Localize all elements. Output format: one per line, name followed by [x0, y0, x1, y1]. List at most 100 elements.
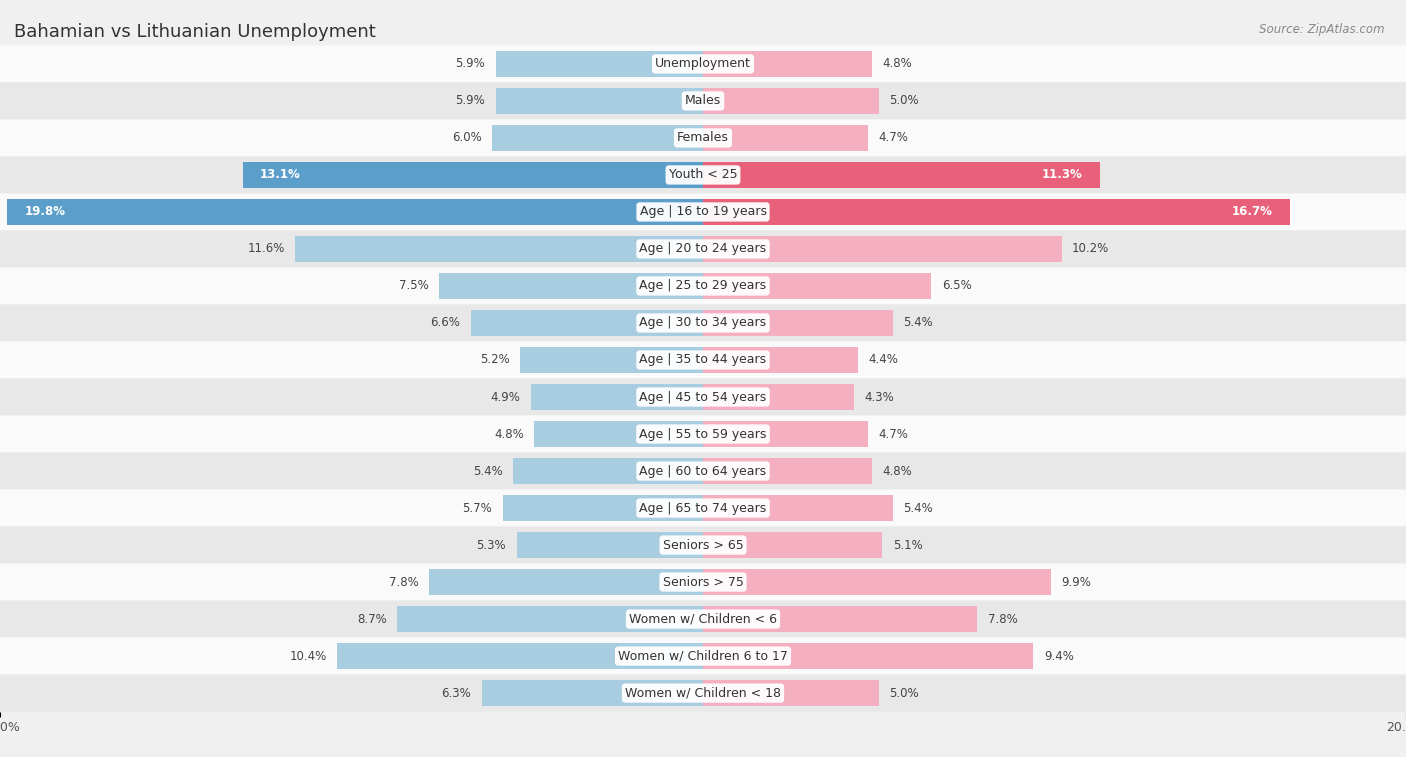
Text: 19.8%: 19.8%: [25, 205, 66, 219]
Bar: [496, 88, 703, 114]
Text: 4.8%: 4.8%: [494, 428, 524, 441]
Text: 5.4%: 5.4%: [904, 502, 934, 515]
Bar: [517, 531, 703, 559]
Text: Age | 65 to 74 years: Age | 65 to 74 years: [640, 502, 766, 515]
Text: Women w/ Children 6 to 17: Women w/ Children 6 to 17: [619, 650, 787, 662]
Text: 10.2%: 10.2%: [1073, 242, 1109, 255]
Bar: [703, 643, 1033, 669]
Bar: [520, 347, 703, 373]
Text: Unemployment: Unemployment: [655, 58, 751, 70]
Text: Age | 20 to 24 years: Age | 20 to 24 years: [640, 242, 766, 255]
Bar: [503, 495, 703, 522]
Text: Bahamian vs Lithuanian Unemployment: Bahamian vs Lithuanian Unemployment: [14, 23, 375, 41]
Bar: [295, 235, 703, 262]
Text: 5.0%: 5.0%: [889, 687, 920, 699]
Bar: [703, 606, 977, 632]
Text: 9.4%: 9.4%: [1043, 650, 1074, 662]
Bar: [703, 273, 932, 299]
Text: 16.7%: 16.7%: [1232, 205, 1272, 219]
Text: 7.8%: 7.8%: [987, 612, 1018, 625]
Bar: [492, 125, 703, 151]
Text: 5.4%: 5.4%: [472, 465, 503, 478]
FancyBboxPatch shape: [0, 230, 1406, 267]
Text: Seniors > 75: Seniors > 75: [662, 575, 744, 588]
Text: Women w/ Children < 18: Women w/ Children < 18: [626, 687, 780, 699]
Bar: [703, 495, 893, 522]
Text: 8.7%: 8.7%: [357, 612, 387, 625]
Bar: [337, 643, 703, 669]
Bar: [496, 51, 703, 77]
Bar: [703, 198, 1291, 226]
Text: 5.1%: 5.1%: [893, 538, 922, 552]
Bar: [703, 162, 1099, 188]
Text: 5.0%: 5.0%: [889, 95, 920, 107]
Bar: [703, 51, 872, 77]
Text: 4.9%: 4.9%: [491, 391, 520, 403]
Text: 4.8%: 4.8%: [883, 465, 912, 478]
Text: 4.7%: 4.7%: [879, 132, 908, 145]
FancyBboxPatch shape: [0, 674, 1406, 712]
Text: 7.5%: 7.5%: [399, 279, 429, 292]
Bar: [703, 235, 1062, 262]
Bar: [703, 384, 855, 410]
Text: 6.6%: 6.6%: [430, 316, 461, 329]
Bar: [531, 384, 703, 410]
Bar: [703, 125, 869, 151]
Text: Age | 25 to 29 years: Age | 25 to 29 years: [640, 279, 766, 292]
FancyBboxPatch shape: [0, 45, 1406, 83]
Bar: [703, 421, 869, 447]
Text: Age | 30 to 34 years: Age | 30 to 34 years: [640, 316, 766, 329]
Bar: [703, 680, 879, 706]
Text: 4.7%: 4.7%: [879, 428, 908, 441]
Text: 4.8%: 4.8%: [883, 58, 912, 70]
Text: 10.4%: 10.4%: [290, 650, 326, 662]
FancyBboxPatch shape: [0, 157, 1406, 194]
Text: Females: Females: [678, 132, 728, 145]
Bar: [703, 458, 872, 484]
FancyBboxPatch shape: [0, 267, 1406, 304]
Text: 5.9%: 5.9%: [456, 95, 485, 107]
FancyBboxPatch shape: [0, 304, 1406, 341]
Text: 6.0%: 6.0%: [451, 132, 481, 145]
FancyBboxPatch shape: [0, 120, 1406, 157]
Bar: [481, 680, 703, 706]
FancyBboxPatch shape: [0, 416, 1406, 453]
Bar: [7, 198, 703, 226]
Text: 6.5%: 6.5%: [942, 279, 972, 292]
Bar: [429, 569, 703, 595]
Bar: [703, 347, 858, 373]
Text: 6.3%: 6.3%: [441, 687, 471, 699]
Bar: [534, 421, 703, 447]
Text: Age | 55 to 59 years: Age | 55 to 59 years: [640, 428, 766, 441]
Bar: [703, 310, 893, 336]
Text: 5.3%: 5.3%: [477, 538, 506, 552]
Text: Age | 60 to 64 years: Age | 60 to 64 years: [640, 465, 766, 478]
Text: 7.8%: 7.8%: [388, 575, 419, 588]
Text: Seniors > 65: Seniors > 65: [662, 538, 744, 552]
Bar: [703, 569, 1052, 595]
Bar: [703, 88, 879, 114]
Text: 11.3%: 11.3%: [1042, 169, 1083, 182]
Text: 5.4%: 5.4%: [904, 316, 934, 329]
FancyBboxPatch shape: [0, 83, 1406, 120]
FancyBboxPatch shape: [0, 341, 1406, 378]
Text: Source: ZipAtlas.com: Source: ZipAtlas.com: [1260, 23, 1385, 36]
Text: Age | 35 to 44 years: Age | 35 to 44 years: [640, 354, 766, 366]
Bar: [471, 310, 703, 336]
Text: Age | 45 to 54 years: Age | 45 to 54 years: [640, 391, 766, 403]
Text: 11.6%: 11.6%: [247, 242, 285, 255]
FancyBboxPatch shape: [0, 378, 1406, 416]
Text: 4.4%: 4.4%: [869, 354, 898, 366]
Text: Age | 16 to 19 years: Age | 16 to 19 years: [640, 205, 766, 219]
Text: 5.7%: 5.7%: [463, 502, 492, 515]
FancyBboxPatch shape: [0, 194, 1406, 230]
Bar: [703, 531, 883, 559]
FancyBboxPatch shape: [0, 600, 1406, 637]
Text: 5.9%: 5.9%: [456, 58, 485, 70]
Text: 4.3%: 4.3%: [865, 391, 894, 403]
Bar: [439, 273, 703, 299]
Bar: [243, 162, 703, 188]
FancyBboxPatch shape: [0, 453, 1406, 490]
Text: Males: Males: [685, 95, 721, 107]
FancyBboxPatch shape: [0, 527, 1406, 563]
